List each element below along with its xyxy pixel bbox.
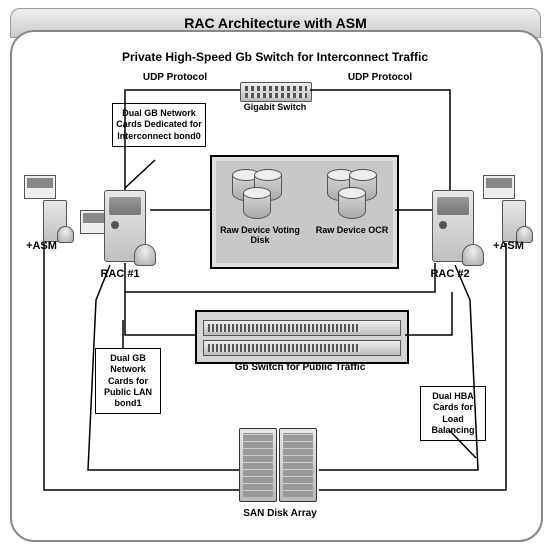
- rac1-label: RAC #1: [85, 268, 155, 280]
- udp-left-label: UDP Protocol: [130, 72, 220, 83]
- asm-left-label: +ASM: [19, 240, 64, 252]
- san-icon: [239, 428, 319, 503]
- ocr-label: Raw Device OCR: [312, 225, 392, 235]
- gigabit-switch-label: Gigabit Switch: [230, 102, 320, 112]
- callout-public: Dual GB Network Cards for Public LAN bon…: [95, 348, 161, 414]
- rac2-server-icon: [432, 190, 474, 262]
- public-switch-label: Gb Switch for Public Traffic: [195, 362, 405, 373]
- callout-interconnect: Dual GB Network Cards Dedicated for Inte…: [112, 103, 206, 147]
- public-switch-icon: [195, 310, 409, 364]
- udp-right-label: UDP Protocol: [335, 72, 425, 83]
- voting-disk-label: Raw Device Voting Disk: [220, 225, 300, 245]
- rac1-server-icon: [104, 190, 146, 262]
- asm-left-icon: [24, 175, 68, 240]
- san-label: SAN Disk Array: [210, 508, 350, 519]
- raw-device-panel: Raw Device Voting Disk Raw Device OCR: [210, 155, 399, 269]
- asm-right-icon: [483, 175, 527, 240]
- title-text: RAC Architecture with ASM: [184, 15, 367, 31]
- diagram-root: RAC Architecture with ASM Private High-S…: [0, 0, 549, 548]
- asm-right-label: +ASM: [486, 240, 531, 252]
- callout-hba: Dual HBA Cards for Load Balancing: [420, 386, 486, 441]
- rac2-label: RAC #2: [415, 268, 485, 280]
- gigabit-switch-icon: [240, 82, 312, 102]
- subtitle: Private High-Speed Gb Switch for Interco…: [60, 50, 490, 64]
